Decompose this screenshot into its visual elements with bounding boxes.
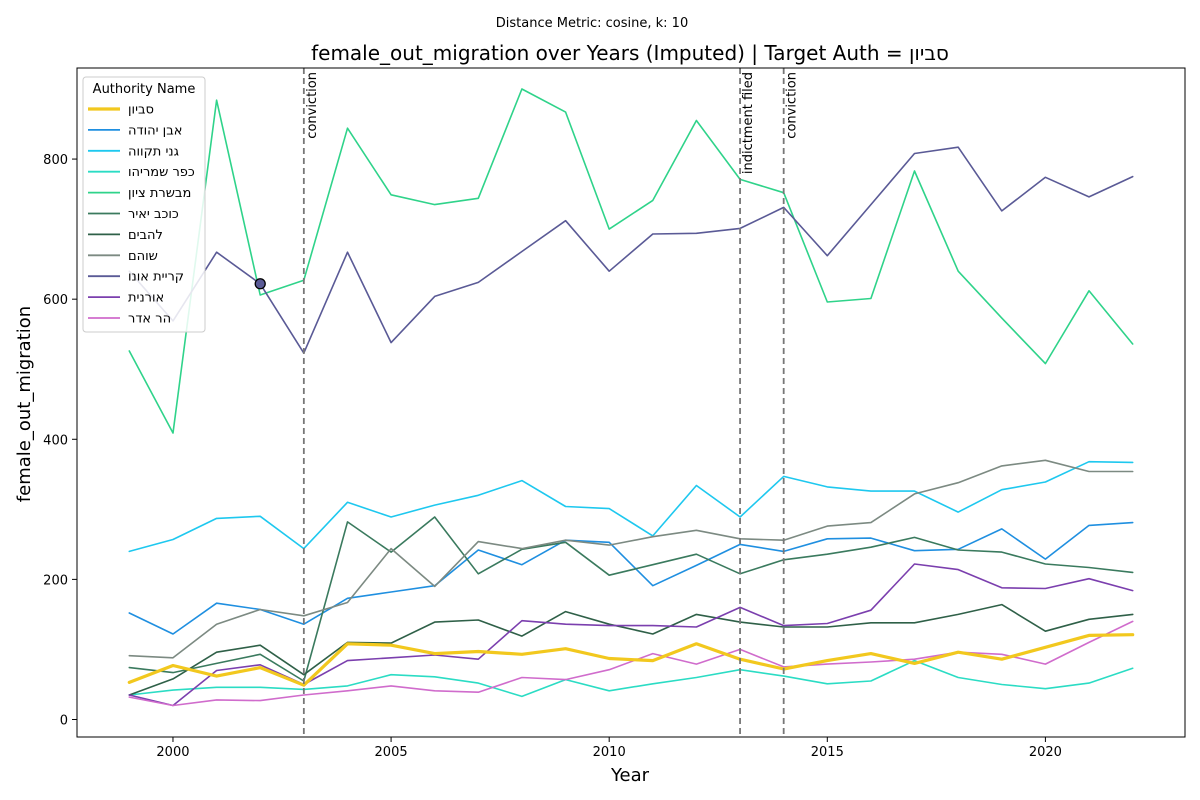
legend-label-4: מבשרת ציון — [128, 186, 191, 201]
plot-annotations: conviction indictment filed conviction — [302, 68, 800, 737]
event-label-0: conviction — [305, 72, 320, 139]
series-line-1 — [128, 521, 1134, 635]
series-line-4 — [128, 88, 1134, 434]
highlight-marker — [254, 278, 266, 290]
legend-label-1: אבן יהודה — [128, 123, 182, 138]
series-line-3 — [128, 659, 1134, 698]
legend-label-8: קריית אונו — [128, 270, 184, 285]
event-label-1: indictment filed — [741, 72, 756, 174]
y-tick-label-3: 600 — [43, 293, 68, 308]
y-tick-label-2: 400 — [43, 433, 68, 448]
chart-title: female_out_migration over Years (Imputed… — [311, 41, 949, 65]
series-line-6 — [128, 603, 1134, 696]
series-line-7 — [128, 459, 1134, 659]
x-tick-label-2: 2010 — [593, 745, 626, 760]
series-line-8 — [128, 146, 1134, 354]
series-line-9 — [128, 563, 1134, 707]
legend-label-0: סביון — [128, 103, 154, 118]
x-axis-label: Year — [610, 765, 650, 786]
legend-items: סביון אבן יהודה גני תקווה כפר שמריהו מבשרת צ… — [88, 103, 195, 327]
event-label-2: conviction — [785, 72, 800, 139]
figure-suptitle: Distance Metric: cosine, k: 10 — [496, 16, 688, 31]
y-axis-label: female_out_migration — [14, 306, 35, 502]
plot-lines — [127, 88, 1135, 707]
legend-label-10: הר אדר — [128, 312, 171, 327]
legend-box — [82, 76, 206, 333]
x-tick-label-4: 2020 — [1029, 745, 1062, 760]
legend-label-6: להבים — [128, 228, 163, 243]
y-tick-label-4: 800 — [43, 153, 68, 168]
legend-title: Authority Name — [93, 82, 196, 97]
plot-axes: 2000 2005 2010 2015 2020 0 200 400 600 800 — [43, 67, 1186, 760]
series-line-5 — [128, 516, 1134, 682]
legend-label-9: אורנית — [128, 291, 164, 306]
x-tick-label-1: 2005 — [375, 745, 408, 760]
legend-label-3: כפר שמריהו — [128, 165, 195, 180]
y-tick-label-1: 200 — [43, 573, 68, 588]
legend: Authority Name סביון אבן יהודה גני תקווה כפ… — [82, 76, 206, 333]
plot-frame — [76, 67, 1186, 738]
x-tick-label-0: 2000 — [156, 745, 189, 760]
series-line-2 — [128, 460, 1134, 553]
legend-label-5: כוכב יאיר — [128, 207, 179, 222]
series-line-10 — [128, 620, 1134, 707]
series-line-0 — [127, 633, 1135, 687]
legend-label-7: שוהם — [128, 249, 158, 264]
y-tick-label-0: 0 — [60, 713, 68, 728]
legend-label-2: גני תקווה — [128, 144, 179, 159]
x-tick-label-3: 2015 — [811, 745, 844, 760]
